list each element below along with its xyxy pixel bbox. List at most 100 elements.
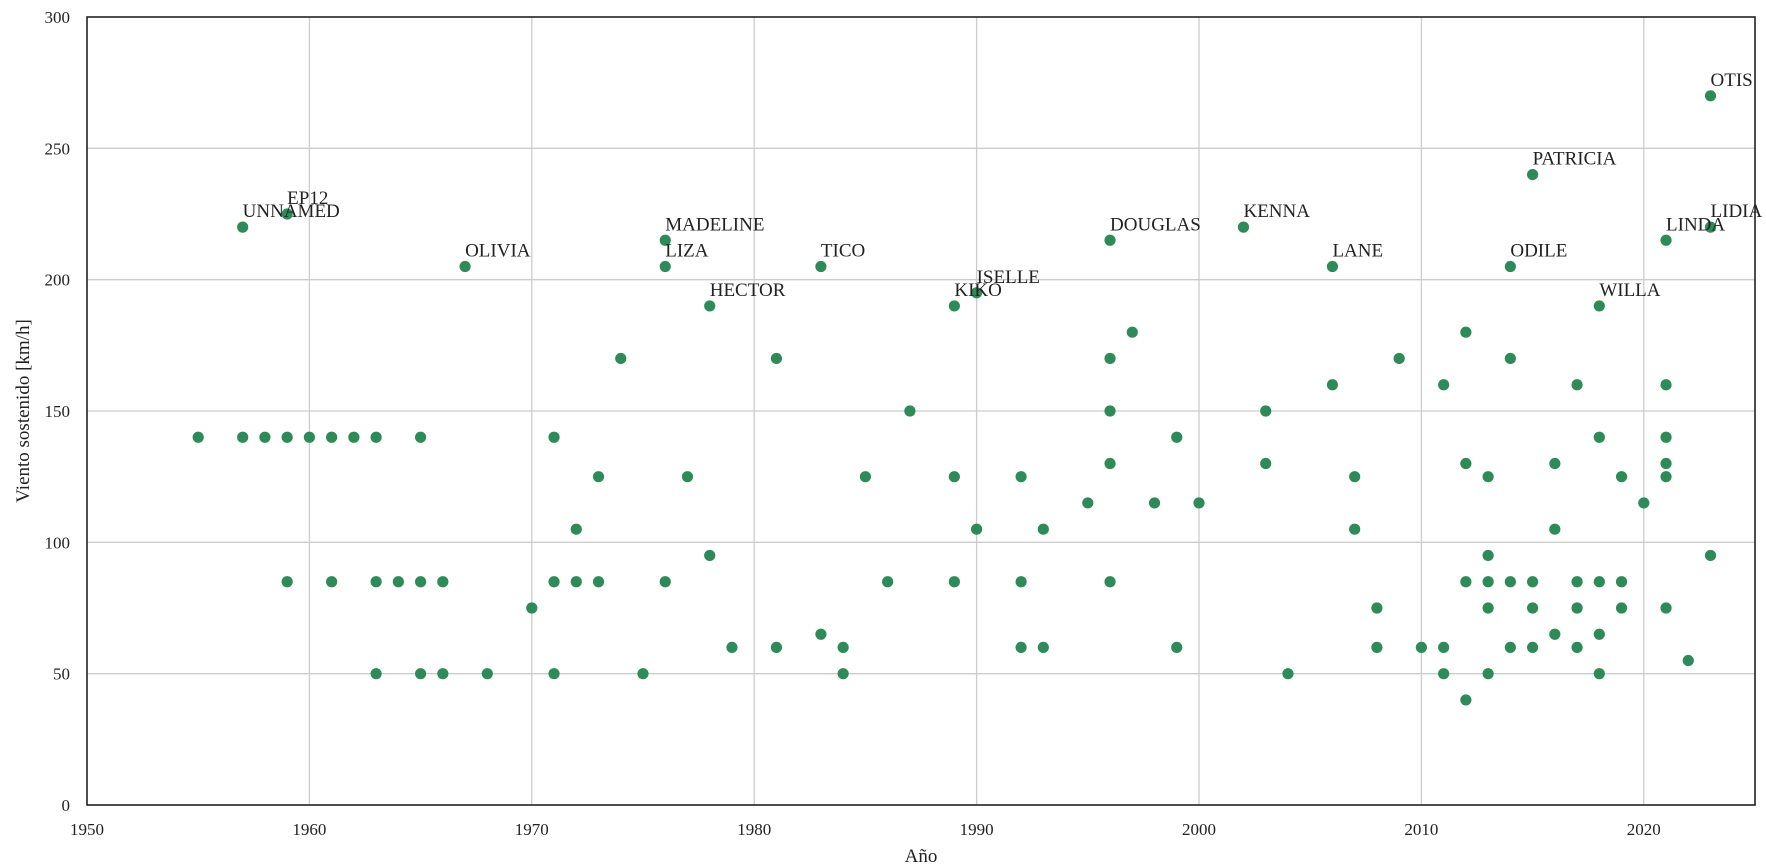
data-point — [1660, 431, 1672, 443]
data-point — [281, 431, 293, 443]
data-point — [1638, 497, 1650, 509]
data-point — [570, 576, 582, 588]
point-label: DOUGLAS — [1110, 214, 1201, 235]
data-point — [1104, 352, 1116, 365]
data-point — [481, 668, 493, 680]
data-point — [1438, 641, 1450, 654]
data-point — [1482, 602, 1494, 614]
data-point — [948, 576, 960, 588]
data-point — [1104, 457, 1116, 470]
data-point — [437, 668, 449, 680]
data-point — [1260, 405, 1272, 417]
point-label: MADELINE — [665, 214, 764, 235]
point-label: ODILE — [1510, 241, 1567, 262]
data-point — [1549, 628, 1561, 640]
data-point — [348, 431, 360, 443]
data-point — [1571, 641, 1583, 654]
data-point — [1171, 641, 1183, 654]
data-point — [281, 576, 293, 588]
y-tick-label: 200 — [45, 271, 71, 290]
data-point — [1593, 300, 1605, 312]
data-point — [1015, 576, 1027, 588]
point-label: EP12 — [287, 188, 328, 209]
data-point — [1615, 471, 1628, 483]
x-tick-label: 2020 — [1627, 820, 1661, 839]
data-point — [1326, 379, 1339, 391]
data-point — [1571, 602, 1583, 614]
data-point — [437, 576, 449, 588]
data-point — [1482, 576, 1494, 588]
data-point — [1082, 497, 1094, 509]
data-point — [837, 668, 849, 680]
y-tick-label: 50 — [53, 665, 70, 684]
data-point — [415, 431, 427, 443]
data-point — [1504, 576, 1516, 588]
x-tick-label: 2000 — [1182, 820, 1216, 839]
data-point — [1415, 641, 1427, 654]
point-label: UNNAMED — [243, 201, 340, 222]
data-point — [1282, 668, 1294, 680]
data-point — [1237, 221, 1250, 233]
data-point — [659, 576, 671, 588]
data-point — [303, 431, 315, 443]
data-point — [1549, 523, 1561, 535]
data-point — [1037, 641, 1049, 654]
data-point — [1438, 379, 1450, 391]
data-point — [1460, 326, 1472, 338]
data-point — [192, 431, 204, 443]
point-label: LIDIA — [1711, 201, 1763, 222]
data-point — [1460, 694, 1472, 706]
data-point — [859, 471, 872, 483]
data-point — [1326, 260, 1339, 273]
point-label: OLIVIA — [465, 241, 531, 262]
data-point — [1704, 549, 1717, 562]
data-point — [1549, 457, 1561, 470]
data-point — [459, 260, 471, 273]
data-point — [637, 668, 649, 680]
data-point — [659, 260, 671, 273]
point-label: LANE — [1332, 241, 1383, 262]
data-point — [370, 431, 382, 443]
data-point — [281, 208, 293, 220]
data-point — [837, 641, 849, 654]
grid — [87, 17, 1755, 805]
data-point — [904, 405, 916, 417]
data-point — [1148, 497, 1161, 509]
data-point — [1349, 523, 1361, 535]
data-point — [1015, 471, 1027, 483]
data-point — [704, 300, 716, 312]
data-point — [1015, 641, 1027, 654]
data-point — [1504, 260, 1516, 273]
point-label: LINDA — [1666, 214, 1725, 235]
data-point — [1438, 668, 1450, 680]
data-point — [1593, 431, 1605, 443]
data-point — [1460, 457, 1472, 470]
point-label: OTIS — [1711, 70, 1753, 91]
y-tick-label: 300 — [45, 8, 71, 27]
data-point — [237, 221, 249, 233]
y-axis-title: Viento sostenido [km/h] — [13, 319, 34, 503]
data-point — [1504, 352, 1516, 365]
point-label: WILLA — [1599, 280, 1660, 301]
point-label: HECTOR — [710, 280, 786, 301]
data-point — [1660, 457, 1672, 470]
data-point — [1193, 497, 1205, 509]
data-point — [1704, 90, 1717, 102]
data-point — [1682, 654, 1694, 667]
data-point — [1460, 576, 1472, 588]
data-point — [1126, 326, 1138, 338]
data-point — [570, 523, 582, 535]
x-tick-label: 1960 — [292, 820, 326, 839]
y-tick-label: 100 — [45, 533, 71, 552]
data-point — [370, 668, 382, 680]
data-point — [615, 352, 627, 365]
point-label: TICO — [821, 241, 865, 262]
data-point — [1482, 549, 1494, 562]
data-point — [971, 287, 983, 299]
point-label: ISELLE — [977, 267, 1040, 288]
x-tick-label: 1980 — [737, 820, 771, 839]
x-axis-title: Año — [905, 846, 938, 866]
data-point — [326, 576, 338, 588]
data-point — [1482, 668, 1494, 680]
data-point — [326, 431, 338, 443]
